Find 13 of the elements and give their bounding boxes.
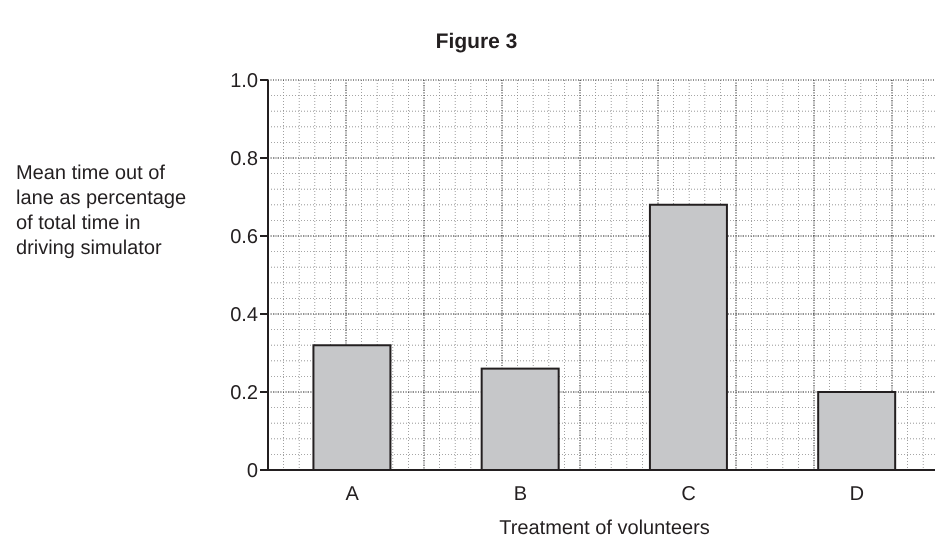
x-tick-label: A xyxy=(345,483,360,506)
x-axis-title: Treatment of volunteers xyxy=(499,517,710,539)
y-tick-label: 0.4 xyxy=(230,304,258,326)
x-tick-label: C xyxy=(681,483,696,506)
y-tick-label: 0 xyxy=(246,460,258,482)
chart-title: Figure 3 xyxy=(434,30,518,54)
x-tick-label: D xyxy=(850,483,864,506)
y-tick-label: 1.0 xyxy=(230,70,258,92)
y-tick-label: 0.8 xyxy=(230,148,258,170)
x-tick-label: B xyxy=(514,483,528,506)
y-axis-title: Mean time out of lane as percentage of total time in driving simulator xyxy=(16,161,188,261)
y-tick-label: 0.6 xyxy=(230,226,258,248)
y-tick-label: 0.2 xyxy=(230,382,258,404)
